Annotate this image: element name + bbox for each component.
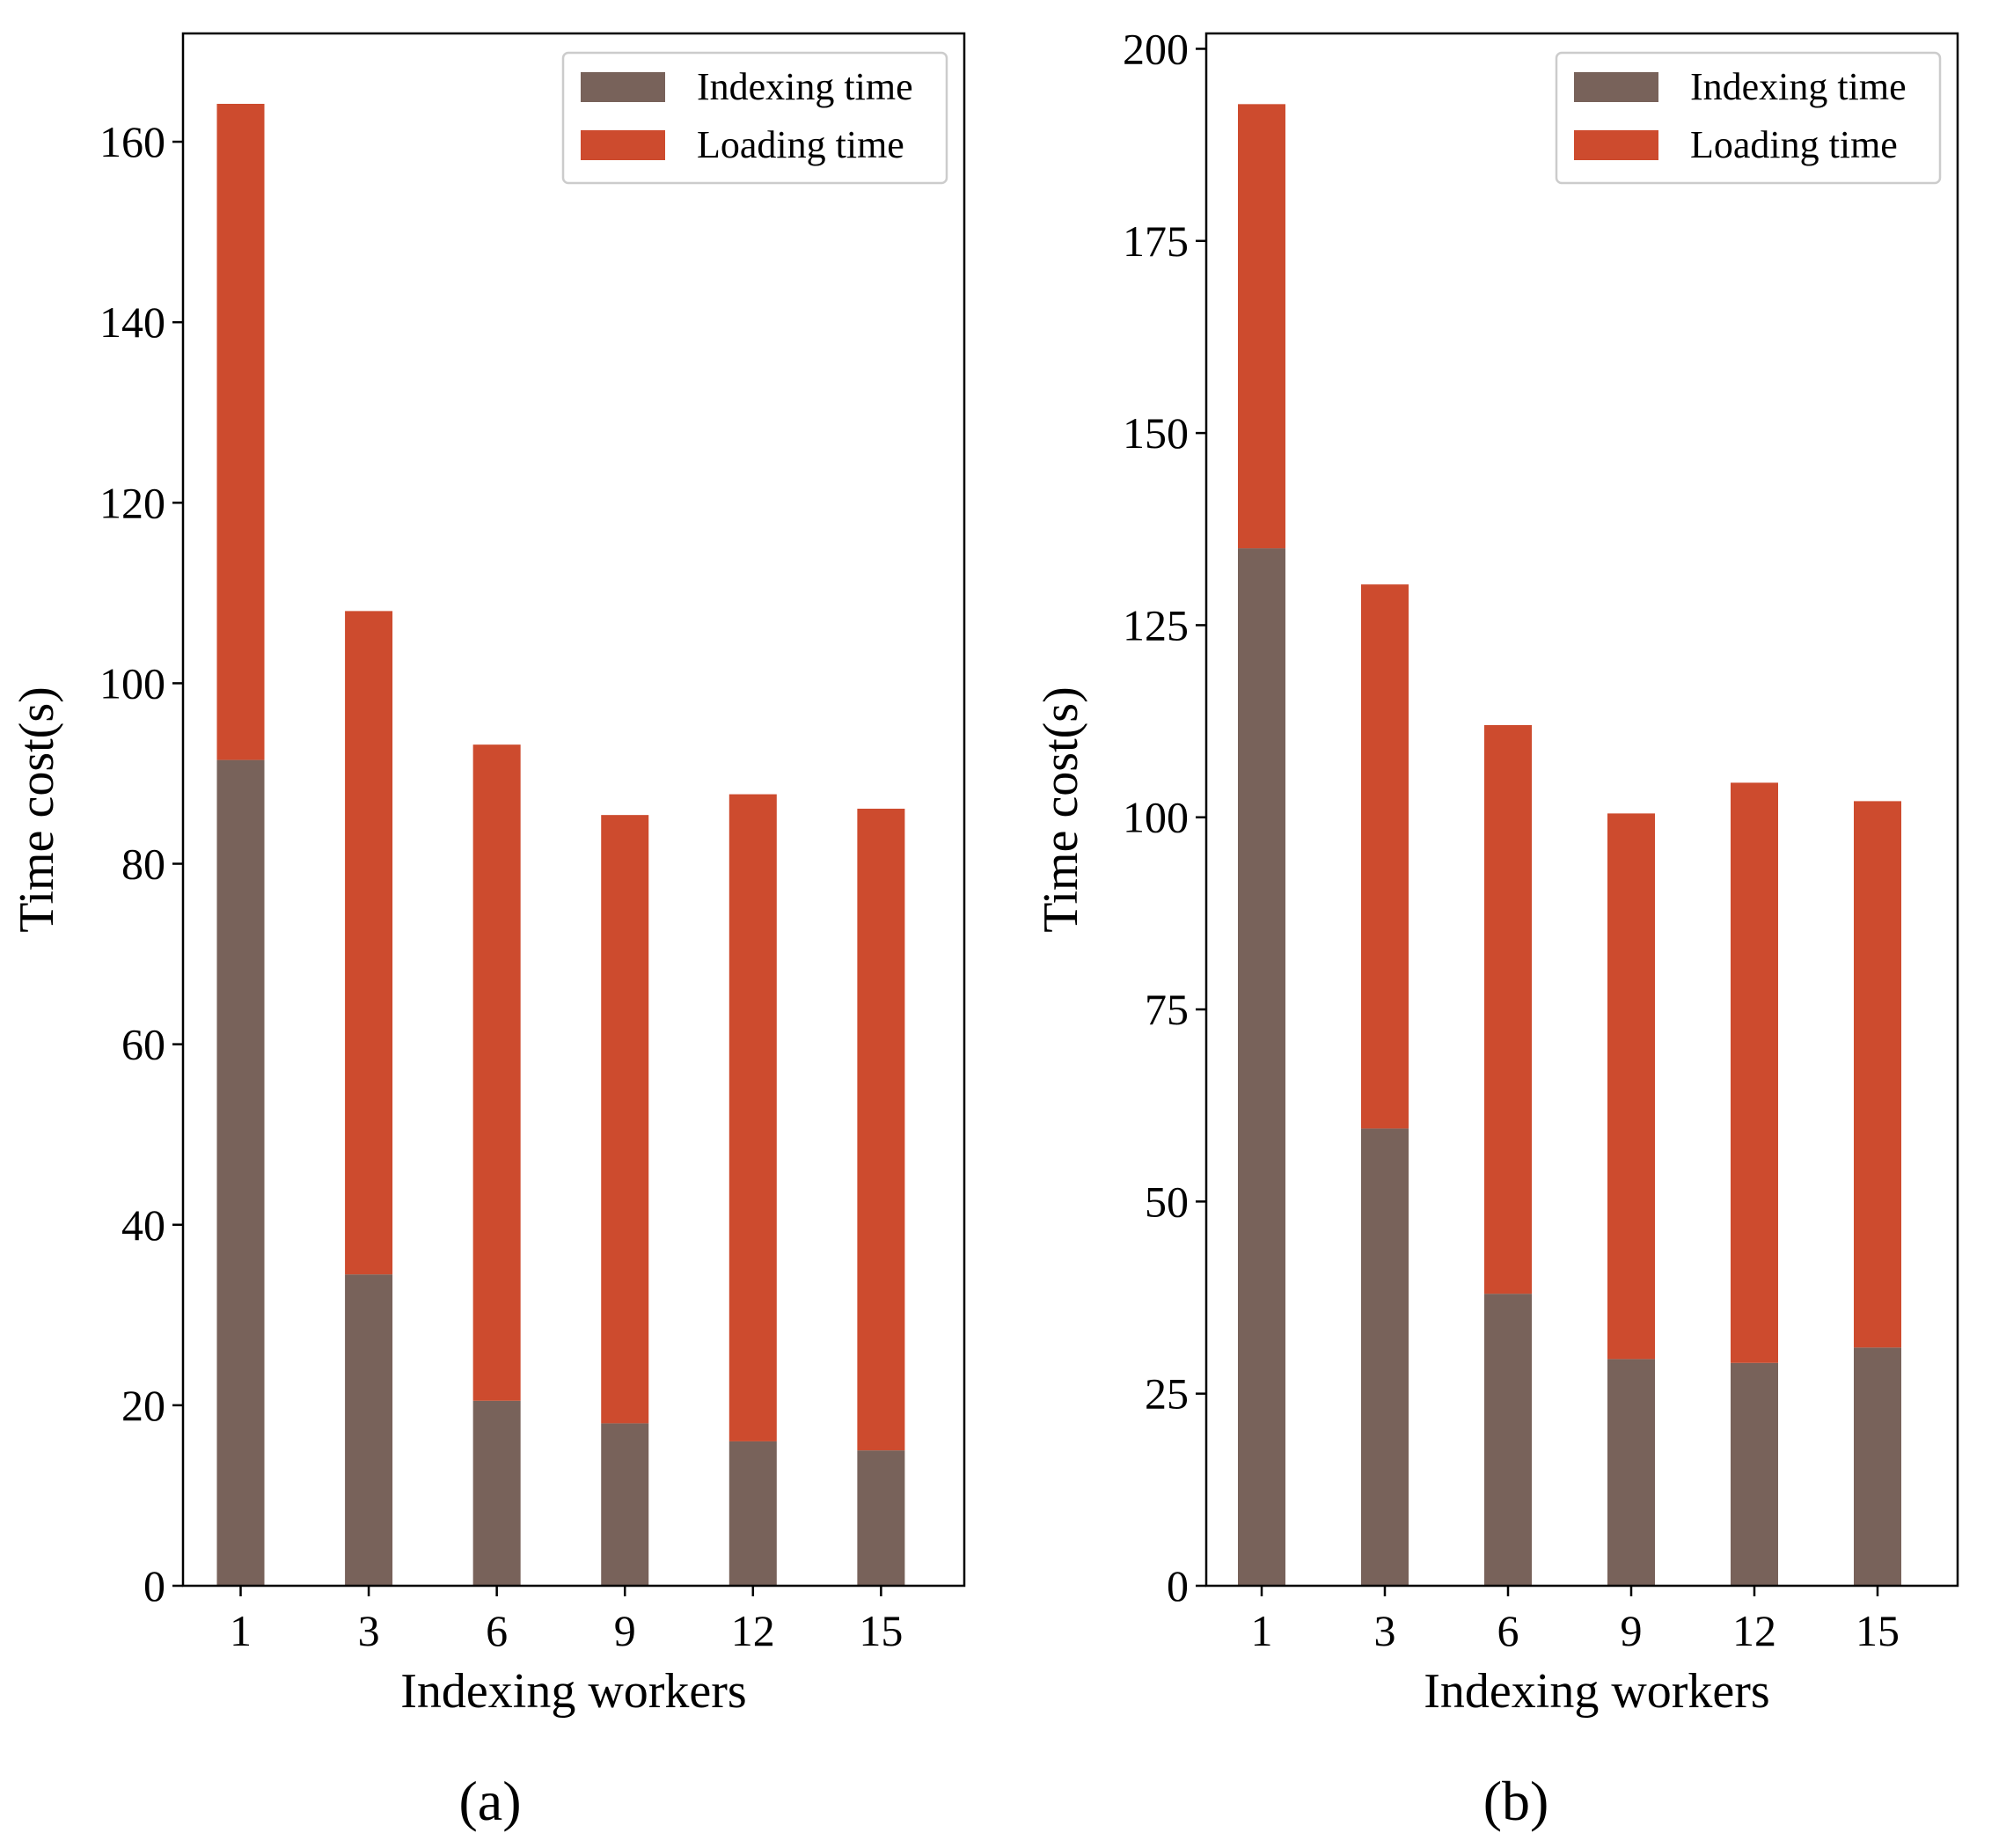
y-tick-label: 100 — [99, 658, 165, 708]
legend-swatch-loading — [1574, 130, 1658, 160]
bar-loading-12 — [1731, 782, 1778, 1363]
y-tick-label: 175 — [1123, 216, 1189, 266]
panel-label: (b) — [1483, 1770, 1549, 1832]
x-tick-label: 15 — [859, 1606, 903, 1655]
y-tick-label: 40 — [121, 1200, 165, 1250]
x-tick-label: 3 — [1374, 1606, 1396, 1655]
bar-indexing-15 — [857, 1450, 905, 1586]
bar-indexing-3 — [345, 1274, 393, 1586]
legend-swatch-indexing — [581, 72, 665, 102]
bar-loading-12 — [728, 794, 777, 1441]
legend: Indexing time Loading time — [561, 51, 948, 185]
chart-panel-b: 0 25 50 75 100 125 150 175 200 1 3 6 9 12 15 Indexing w… — [1034, 24, 1959, 1832]
x-tick-label: 1 — [1251, 1606, 1273, 1655]
x-tick-label: 1 — [230, 1606, 252, 1655]
y-tick-label: 160 — [99, 117, 165, 166]
bar-loading-1 — [216, 103, 265, 760]
x-tick-label: 12 — [731, 1606, 775, 1655]
bar-indexing-6 — [472, 1400, 521, 1586]
bar-loading-15 — [857, 808, 905, 1451]
legend-label: Indexing time — [697, 65, 913, 108]
x-tick-label: 9 — [614, 1606, 636, 1655]
y-tick-label: 50 — [1145, 1177, 1189, 1226]
y-tick-label: 125 — [1123, 600, 1189, 649]
y-tick-label: 80 — [121, 840, 165, 889]
legend-label: Loading time — [697, 123, 904, 166]
y-tick-label: 100 — [1123, 793, 1189, 842]
bar-indexing-1 — [216, 759, 265, 1586]
y-tick-label: 60 — [121, 1020, 165, 1069]
bar-indexing-3 — [1361, 1128, 1409, 1586]
bar-loading-3 — [1361, 584, 1409, 1129]
bar-indexing-15 — [1854, 1347, 1901, 1586]
bar-loading-6 — [472, 744, 521, 1401]
y-tick-label: 75 — [1145, 985, 1189, 1034]
bar-loading-9 — [1607, 813, 1655, 1360]
bar-indexing-9 — [1607, 1359, 1655, 1586]
x-tick-label: 12 — [1732, 1606, 1776, 1655]
x-axis-title: Indexing workers — [400, 1664, 746, 1719]
bar-indexing-9 — [601, 1423, 649, 1586]
bar-indexing-1 — [1238, 548, 1285, 1586]
legend: Indexing time Loading time — [1555, 51, 1942, 185]
panel-label: (a) — [458, 1770, 521, 1832]
bar-loading-6 — [1484, 724, 1532, 1294]
legend-swatch-indexing — [1574, 72, 1658, 102]
x-axis-title: Indexing workers — [1424, 1664, 1769, 1719]
y-tick-label: 200 — [1123, 24, 1189, 73]
y-tick-label: 25 — [1145, 1369, 1189, 1419]
bar-loading-1 — [1238, 104, 1285, 549]
bar-indexing-12 — [728, 1441, 777, 1586]
legend-swatch-loading — [581, 130, 665, 160]
x-tick-label: 3 — [358, 1606, 380, 1655]
y-tick-label: 0 — [1167, 1561, 1189, 1610]
y-axis-title: Time cost(s) — [1034, 686, 1088, 933]
plot-frame — [181, 32, 966, 1588]
y-axis-title: Time cost(s) — [10, 686, 64, 933]
legend-label: Loading time — [1690, 123, 1898, 166]
bar-indexing-12 — [1731, 1362, 1778, 1586]
bar-loading-3 — [345, 611, 393, 1275]
x-tick-label: 15 — [1856, 1606, 1900, 1655]
bar-loading-9 — [601, 815, 649, 1424]
x-tick-label: 9 — [1621, 1606, 1643, 1655]
x-tick-label: 6 — [486, 1606, 508, 1655]
bar-loading-15 — [1854, 801, 1901, 1348]
y-tick-label: 0 — [143, 1561, 165, 1610]
legend-label: Indexing time — [1690, 65, 1907, 108]
y-tick-label: 150 — [1123, 408, 1189, 458]
bar-indexing-6 — [1484, 1294, 1532, 1586]
y-tick-label: 20 — [121, 1381, 165, 1430]
y-tick-label: 140 — [99, 297, 165, 347]
x-tick-label: 6 — [1497, 1606, 1519, 1655]
plot-frame — [1204, 32, 1959, 1588]
y-tick-label: 120 — [99, 478, 165, 527]
chart-panel-a: 0 20 40 60 80 100 120 140 160 1 3 6 9 12 15 Indexing wo… — [10, 32, 966, 1832]
